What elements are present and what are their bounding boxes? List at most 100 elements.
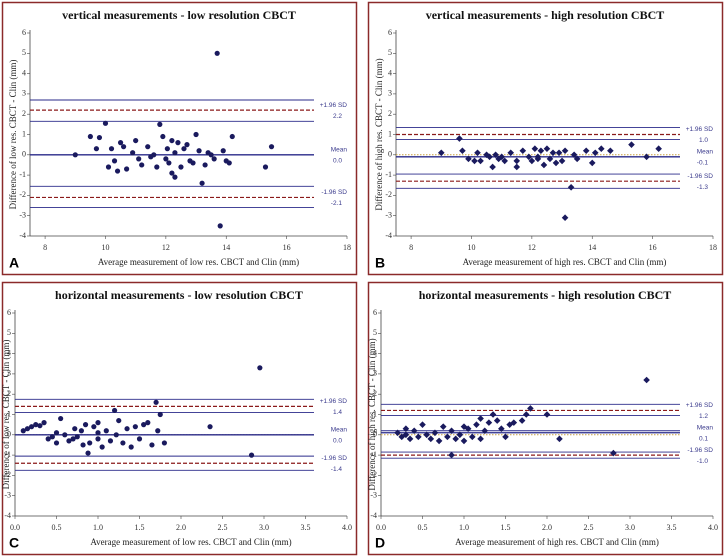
x-tick-label: 3.0: [259, 523, 269, 532]
panel-label: D: [375, 535, 385, 551]
point: [80, 442, 86, 448]
point: [96, 134, 103, 141]
point: [513, 157, 521, 165]
limit-value: 0.0: [333, 438, 342, 445]
point: [53, 430, 60, 436]
point: [398, 433, 406, 441]
point: [24, 426, 31, 432]
y-tick-label: 1: [7, 409, 11, 418]
y-tick-label: 2: [388, 109, 392, 118]
point: [643, 376, 650, 384]
point: [597, 145, 605, 153]
y-tick-label: -4: [4, 511, 11, 520]
point: [33, 422, 39, 428]
point: [552, 159, 560, 167]
y-tick-label: 0: [388, 150, 392, 159]
point: [477, 415, 484, 422]
panel-border: [367, 1, 724, 276]
y-tick-label: 5: [7, 328, 11, 337]
point: [107, 438, 114, 444]
point: [145, 420, 151, 426]
point: [85, 450, 91, 456]
y-tick-label: -4: [385, 231, 392, 240]
point: [220, 148, 226, 154]
point: [181, 146, 187, 152]
panel: vertical measurements - low resolution C…: [1, 1, 358, 276]
point: [190, 160, 196, 166]
panel: horizontal measurements - high resolutio…: [367, 281, 724, 556]
point: [72, 426, 78, 432]
point: [573, 155, 581, 163]
point: [588, 159, 596, 167]
y-tick-label: -1: [4, 450, 11, 459]
point: [610, 449, 617, 457]
point: [74, 434, 80, 440]
y-tick-label: -2: [4, 470, 11, 479]
point: [483, 151, 490, 159]
point: [112, 407, 118, 414]
point: [501, 157, 508, 165]
point: [489, 163, 496, 171]
point: [207, 424, 213, 430]
point: [124, 166, 130, 172]
y-tick-label: -3: [19, 211, 26, 220]
limit-label: Mean: [331, 147, 348, 154]
point: [102, 120, 109, 126]
point: [528, 157, 536, 165]
x-tick-label: 2.0: [542, 523, 552, 532]
point: [406, 435, 414, 443]
panel: vertical measurements - high resolution …: [367, 1, 724, 276]
x-tick-label: 0.5: [418, 523, 428, 532]
point: [540, 161, 548, 169]
point: [477, 157, 484, 165]
limit-value: 1.4: [333, 409, 342, 416]
point: [437, 149, 445, 157]
point: [163, 156, 169, 162]
y-tick-label: -1: [370, 450, 377, 459]
x-tick-label: 1.5: [501, 523, 511, 532]
y-tick-label: 5: [388, 48, 392, 57]
point: [518, 417, 526, 424]
point: [172, 150, 178, 156]
point: [502, 433, 509, 441]
point: [474, 149, 481, 157]
y-tick-label: -3: [4, 491, 11, 500]
point: [87, 440, 93, 446]
point: [153, 399, 159, 405]
y-tick-label: 0: [22, 150, 26, 159]
point: [217, 223, 223, 229]
point: [229, 133, 235, 140]
point: [556, 435, 563, 443]
point: [105, 164, 112, 170]
limit-value: 0.0: [333, 158, 342, 165]
point: [561, 214, 569, 222]
x-tick-label: 0.5: [52, 523, 62, 532]
point: [262, 164, 269, 170]
limit-label: +1.96 SD: [320, 102, 348, 109]
chart-title: vertical measurements - low resolution C…: [62, 8, 296, 22]
point: [477, 435, 484, 443]
x-tick-label: 0.0: [10, 523, 20, 532]
y-tick-label: -3: [385, 211, 392, 220]
point: [103, 428, 109, 434]
x-tick-label: 1.0: [459, 523, 469, 532]
point: [72, 152, 78, 158]
y-tick-label: -1: [19, 170, 26, 179]
point: [117, 140, 124, 146]
point: [570, 151, 578, 159]
point: [655, 145, 662, 153]
point: [155, 428, 161, 434]
point: [507, 149, 515, 157]
panel-border: [1, 281, 358, 556]
limit-label: Mean: [331, 427, 348, 434]
point: [120, 440, 126, 446]
y-tick-label: 4: [388, 68, 392, 77]
x-tick-label: 16: [283, 243, 291, 252]
point: [136, 436, 143, 442]
point: [543, 145, 551, 153]
x-tick-label: 2.5: [584, 523, 594, 532]
point: [257, 365, 263, 371]
limit-label: -1.96 SD: [687, 447, 713, 454]
x-tick-label: 10: [101, 243, 109, 252]
limit-label: +1.96 SD: [320, 398, 348, 405]
